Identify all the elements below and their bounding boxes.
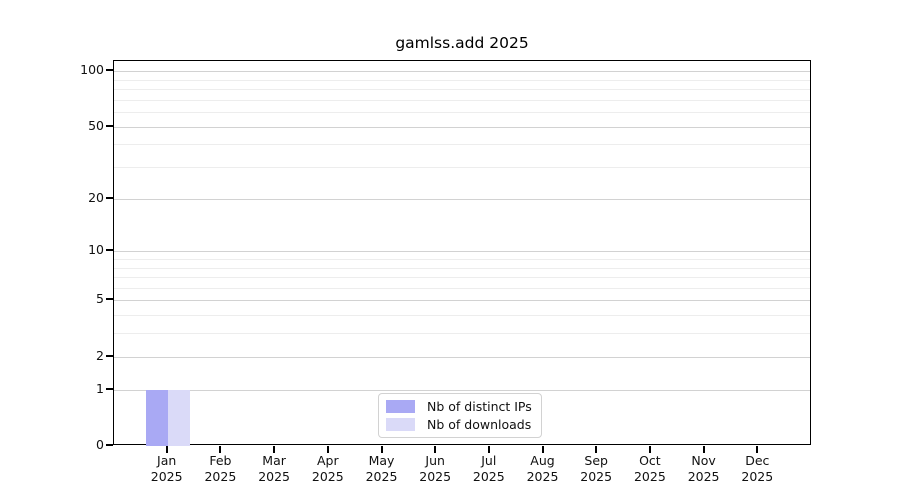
y-tick-2 (106, 354, 113, 357)
y-tick-label-10: 10 (88, 242, 104, 258)
gridline-major-y-5 (114, 300, 810, 302)
y-tick-1 (106, 387, 113, 390)
chart-title: gamlss.add 2025 (395, 34, 529, 52)
x-tick-label-may: May 2025 (365, 453, 398, 484)
y-tick-label-2: 2 (96, 347, 104, 363)
x-tick-label-apr: Apr 2025 (311, 453, 344, 484)
gridline-minor-y-60 (114, 112, 810, 113)
x-tick-label-oct: Oct 2025 (633, 453, 666, 484)
x-tick-sep (595, 446, 598, 453)
bar-distinct-ips-jan (145, 389, 168, 446)
legend-swatch-downloads (386, 418, 415, 431)
gridline-major-y-2 (114, 356, 810, 358)
x-tick-label-nov: Nov 2025 (687, 453, 720, 484)
x-tick-feb (219, 446, 222, 453)
y-tick-label-0: 0 (96, 437, 104, 452)
gridline-minor-y-90 (114, 79, 810, 81)
gridline-major-y-100 (114, 71, 810, 72)
legend-swatch-distinct-ips (386, 400, 415, 413)
plot-area: Nb of distinct IPs Nb of downloads (113, 60, 811, 446)
legend-label-distinct-ips: Nb of distinct IPs (427, 399, 532, 414)
bar-downloads-jan (167, 389, 190, 446)
gridline-minor-y-9 (114, 258, 810, 260)
x-tick-label-dec: Dec 2025 (741, 453, 774, 484)
x-tick-apr (326, 446, 329, 453)
y-tick-label-5: 5 (96, 291, 104, 307)
legend-item-downloads: Nb of downloads (386, 417, 532, 432)
gridline-minor-y-6 (114, 287, 810, 289)
y-tick-label-50: 50 (88, 117, 104, 133)
gridline-major-y-50 (114, 126, 810, 128)
legend-item-distinct-ips: Nb of distinct IPs (386, 399, 532, 414)
x-tick-jun (434, 446, 437, 453)
y-tick-100 (106, 69, 113, 71)
x-tick-oct (648, 446, 651, 453)
gridline-major-y-10 (114, 251, 810, 253)
x-tick-nov (702, 446, 705, 453)
x-tick-dec (756, 446, 759, 453)
x-tick-mar (273, 446, 276, 453)
gridline-major-y-20 (114, 198, 810, 200)
x-tick-label-jun: Jun 2025 (419, 453, 452, 484)
y-tick-10 (106, 249, 113, 252)
x-tick-label-jan: Jan 2025 (150, 453, 183, 484)
gridline-major-y-1 (114, 389, 810, 391)
gridline-minor-y-70 (114, 99, 810, 101)
y-tick-label-1: 1 (96, 380, 104, 396)
y-tick-5 (106, 298, 113, 301)
gridline-minor-y-40 (114, 144, 810, 146)
y-tick-label-20: 20 (88, 189, 104, 205)
y-tick-0 (106, 444, 113, 446)
gridline-minor-y-30 (114, 167, 810, 168)
gridline-minor-y-7 (114, 277, 810, 278)
gridline-minor-y-80 (114, 88, 810, 90)
x-tick-label-feb: Feb 2025 (204, 453, 237, 484)
gridline-minor-y-4 (114, 315, 810, 317)
x-tick-label-aug: Aug 2025 (526, 453, 559, 484)
x-tick-aug (541, 446, 544, 453)
x-tick-label-jul: Jul 2025 (472, 453, 505, 484)
x-tick-label-mar: Mar 2025 (258, 453, 290, 484)
legend: Nb of distinct IPs Nb of downloads (378, 393, 542, 438)
x-tick-jan (165, 446, 168, 453)
legend-label-downloads: Nb of downloads (427, 417, 532, 432)
y-tick-20 (106, 196, 113, 199)
gridline-minor-y-8 (114, 267, 810, 269)
x-tick-label-sep: Sep 2025 (580, 453, 613, 484)
x-tick-jul (487, 446, 490, 453)
gridline-minor-y-3 (114, 333, 810, 335)
y-tick-50 (106, 124, 113, 127)
y-tick-label-100: 100 (80, 62, 104, 77)
x-tick-may (380, 446, 383, 453)
